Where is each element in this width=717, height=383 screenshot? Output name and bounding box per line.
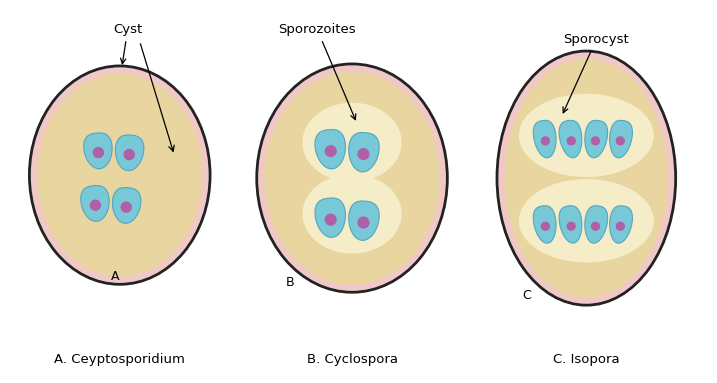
Polygon shape — [533, 206, 556, 243]
Polygon shape — [585, 206, 607, 243]
Text: Sporozoites: Sporozoites — [278, 23, 356, 119]
Circle shape — [592, 222, 599, 230]
Circle shape — [617, 137, 625, 145]
Circle shape — [592, 137, 599, 145]
Text: A: A — [110, 270, 119, 283]
Ellipse shape — [519, 94, 654, 177]
Ellipse shape — [303, 103, 402, 182]
Ellipse shape — [505, 59, 668, 298]
Polygon shape — [81, 186, 109, 221]
Circle shape — [541, 137, 549, 145]
Text: B. Cyclospora: B. Cyclospora — [307, 353, 397, 366]
Text: Sporocyst: Sporocyst — [563, 33, 629, 113]
Circle shape — [124, 149, 134, 160]
Ellipse shape — [257, 64, 447, 292]
Circle shape — [93, 147, 103, 157]
Ellipse shape — [37, 74, 203, 277]
Circle shape — [567, 222, 575, 230]
Text: C. Isopora: C. Isopora — [553, 353, 619, 366]
Circle shape — [121, 202, 131, 212]
Circle shape — [90, 200, 100, 210]
Polygon shape — [315, 129, 346, 169]
Polygon shape — [609, 206, 632, 243]
Polygon shape — [559, 120, 582, 158]
Polygon shape — [348, 133, 379, 172]
Polygon shape — [84, 133, 112, 169]
Polygon shape — [315, 198, 346, 237]
Circle shape — [358, 217, 369, 228]
Polygon shape — [559, 206, 582, 243]
Ellipse shape — [497, 51, 675, 305]
Circle shape — [541, 222, 549, 230]
Ellipse shape — [303, 174, 402, 254]
Polygon shape — [609, 120, 632, 158]
Polygon shape — [348, 201, 379, 241]
Text: C: C — [523, 289, 531, 302]
Text: Cyst: Cyst — [113, 23, 142, 64]
Polygon shape — [533, 120, 556, 158]
Ellipse shape — [29, 66, 210, 284]
Circle shape — [358, 149, 369, 159]
Circle shape — [326, 214, 336, 225]
Text: A. Ceyptosporidium: A. Ceyptosporidium — [54, 353, 185, 366]
Circle shape — [326, 146, 336, 156]
Polygon shape — [113, 188, 141, 223]
Ellipse shape — [519, 179, 654, 262]
Polygon shape — [115, 135, 144, 171]
Polygon shape — [585, 120, 607, 158]
Circle shape — [617, 222, 625, 230]
Circle shape — [567, 137, 575, 145]
Ellipse shape — [264, 71, 440, 285]
Text: B: B — [286, 276, 295, 289]
